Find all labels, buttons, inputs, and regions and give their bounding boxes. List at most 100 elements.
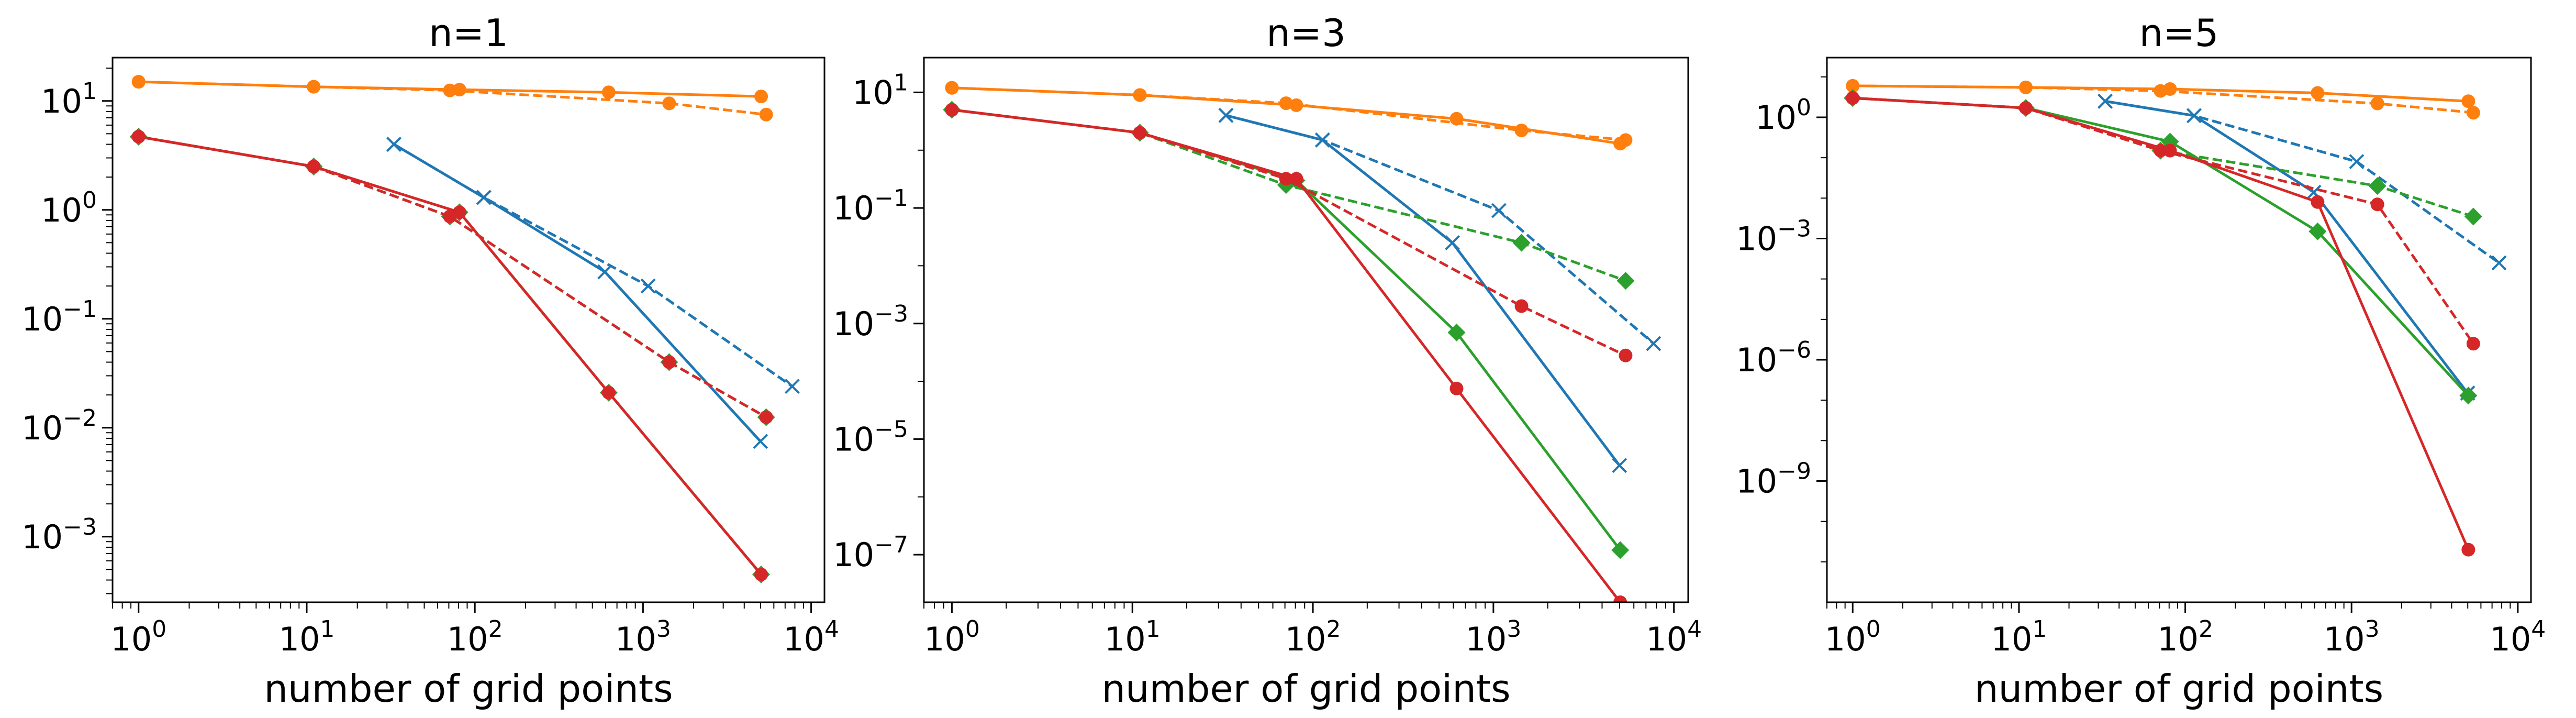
data-point [597, 264, 612, 280]
subplot-3: n=5 100 101 102 103 104 10−9 10−6 10−3 100 number … [1736, 11, 2546, 711]
data-point [1491, 203, 1507, 218]
data-point [386, 137, 402, 152]
axes-frame [111, 57, 826, 603]
data-point [662, 96, 676, 111]
data-point [1612, 458, 1627, 473]
series-4 [2098, 93, 2507, 271]
data-point [1611, 541, 1630, 559]
data-point [1846, 91, 1860, 105]
series-7 [131, 129, 768, 581]
x-tick-label: 102 [447, 616, 503, 658]
data-point [2461, 543, 2475, 557]
data-point [759, 107, 773, 121]
x-tick-label: 100 [924, 616, 980, 658]
data-point [2459, 386, 2478, 405]
series-line [952, 108, 1626, 357]
data-point [1445, 235, 1460, 250]
subplot-title: n=5 [2139, 11, 2219, 55]
x-tick-label: 100 [110, 616, 166, 658]
data-point [2370, 96, 2384, 111]
x-tick-label: 101 [1991, 616, 2047, 658]
data-point [784, 379, 800, 394]
x-tick-label: 102 [2157, 616, 2213, 658]
x-tick-label: 100 [1825, 616, 1881, 658]
series-line [2105, 100, 2500, 264]
y-tick-label: 101 [852, 69, 908, 112]
data-point [1646, 336, 1661, 351]
series-line [393, 143, 793, 388]
series-2 [1846, 79, 2480, 120]
data-point [1846, 79, 1860, 93]
data-point [2311, 195, 2325, 209]
x-tick-label: 103 [1465, 616, 1521, 658]
plot-area [1844, 79, 2507, 557]
data-point [2154, 84, 2168, 98]
y-tick-label: 10−5 [833, 416, 908, 458]
series-2 [945, 81, 1633, 147]
data-point [1449, 381, 1464, 395]
x-tick-label: 104 [783, 616, 839, 658]
data-point [2370, 197, 2384, 212]
series-3 [386, 137, 768, 449]
series-4 [386, 137, 800, 394]
series-8 [1846, 91, 2480, 351]
data-point [2349, 154, 2365, 170]
x-tick-label: 103 [2324, 616, 2380, 658]
subplot-2: n=3 100 101 102 103 104 10−7 10−5 10−3 10−1 101 num… [833, 11, 1702, 711]
y-tick-label: 10−3 [833, 301, 908, 343]
data-point [2186, 108, 2202, 124]
data-point [1619, 348, 1633, 362]
data-point [662, 355, 676, 369]
series-line [1225, 114, 1655, 345]
data-point [1289, 172, 1303, 186]
y-tick-label: 101 [41, 78, 97, 120]
x-tick-label: 104 [1646, 616, 1702, 658]
series-line [1225, 114, 1621, 467]
series-2 [131, 75, 773, 121]
series-6 [129, 127, 775, 426]
series-line [1853, 96, 2470, 550]
y-tick-label: 10−9 [1736, 458, 1811, 500]
x-axis-label: number of grid points [1101, 667, 1510, 711]
data-point [1616, 272, 1635, 290]
series-line [1853, 96, 2474, 345]
data-point [2019, 80, 2033, 94]
series-line [393, 143, 762, 443]
y-tick-label: 10−3 [21, 514, 97, 556]
data-point [1447, 323, 1466, 341]
axes-frame [1826, 57, 2532, 603]
y-tick-label: 100 [41, 187, 97, 229]
y-tick-label: 10−6 [1736, 337, 1811, 379]
y-tick-label: 10−7 [833, 532, 908, 574]
data-point [1512, 234, 1531, 252]
data-point [131, 75, 146, 89]
series-3 [2098, 93, 2475, 401]
data-point [1218, 107, 1234, 123]
series-5 [129, 127, 771, 583]
y-tick-label: 10−3 [1736, 215, 1811, 258]
data-point [640, 278, 656, 294]
data-point [2461, 94, 2475, 108]
y-tick-label: 10−2 [21, 405, 97, 447]
y-tick-label: 100 [1755, 94, 1811, 137]
data-point [945, 81, 959, 95]
subplot-title: n=1 [429, 11, 508, 55]
series-8 [131, 129, 773, 424]
x-tick-label: 103 [615, 616, 671, 658]
data-point [1514, 123, 1529, 137]
axes-frame [923, 57, 1689, 603]
data-point [1279, 96, 1293, 111]
data-point [1613, 595, 1627, 602]
data-point [307, 160, 321, 173]
data-point [443, 209, 457, 224]
data-point [2098, 93, 2113, 109]
data-point [2368, 177, 2387, 195]
data-point [759, 410, 773, 424]
data-point [307, 80, 321, 94]
subplot-1: n=1 100 101 102 103 104 10−3 10−2 10−1 100 101 numb… [21, 11, 839, 711]
y-tick-label: 10−1 [833, 185, 908, 227]
x-tick-label: 102 [1285, 616, 1341, 658]
data-point [1279, 172, 1293, 186]
